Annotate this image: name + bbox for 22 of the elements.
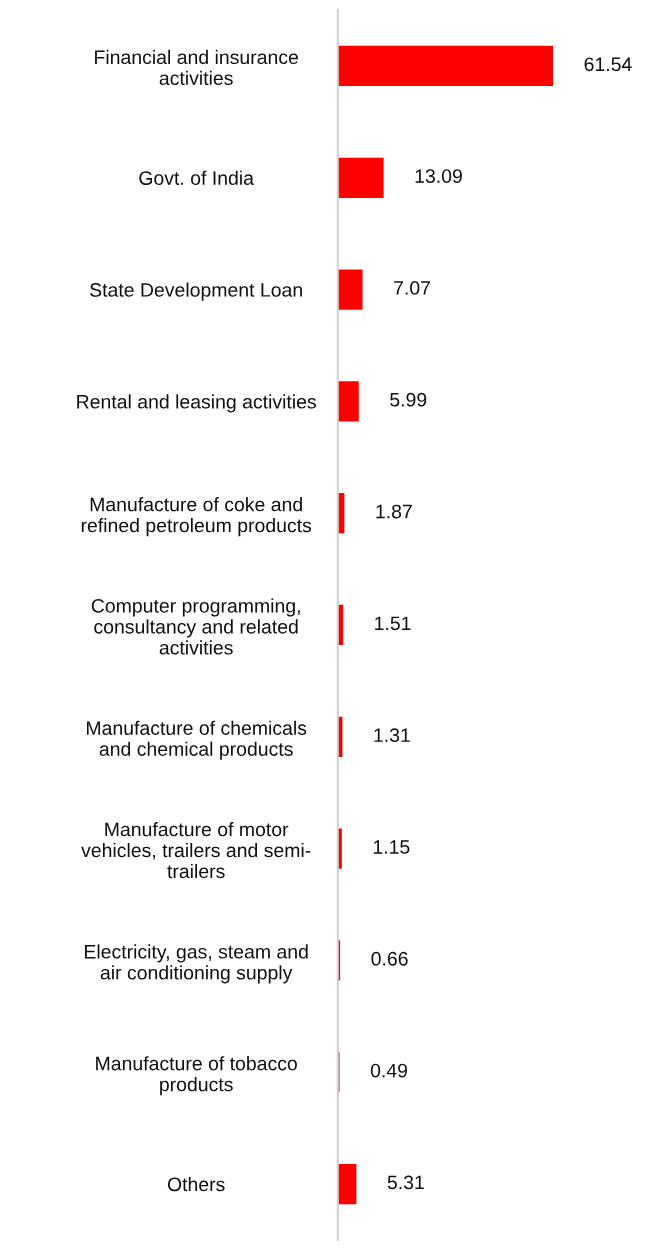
y-tick-label: Rental and leasing activities bbox=[77, 394, 316, 413]
data-label: 1.87 bbox=[376, 504, 412, 519]
y-tick-label: State Development Loan bbox=[90, 282, 302, 301]
data-label: 61.54 bbox=[584, 57, 632, 72]
y-tick-label: Financial and insurance activities bbox=[95, 49, 298, 86]
data-label: 5.99 bbox=[390, 392, 427, 407]
data-label: 5.31 bbox=[387, 1175, 424, 1190]
y-tick-label: Manufacture of motor vehicles, trailers and semi- trailers bbox=[81, 822, 311, 879]
y-tick-label: Electricity, gas, steam and air conditioning supply bbox=[85, 944, 308, 984]
data-label: 13.09 bbox=[415, 169, 462, 183]
y-tick-label: Computer programming, consultancy and related activities bbox=[91, 598, 300, 655]
data-label: 0.66 bbox=[371, 951, 408, 966]
y-tick-label: Others bbox=[167, 1176, 225, 1192]
y-tick-label: Govt. of India bbox=[139, 170, 254, 185]
data-label: 1.51 bbox=[375, 616, 411, 631]
data-label: 0.49 bbox=[370, 1063, 408, 1078]
data-label: 1.15 bbox=[373, 840, 410, 854]
data-label: 7.07 bbox=[394, 281, 430, 295]
y-tick-label: Manufacture of chemicals and chemical products bbox=[86, 720, 307, 760]
y-tick-label: Manufacture of coke and refined petroleum products bbox=[81, 497, 312, 537]
data-label: 1.31 bbox=[374, 728, 410, 743]
y-tick-label: Manufacture of tobacco products bbox=[96, 1056, 297, 1096]
